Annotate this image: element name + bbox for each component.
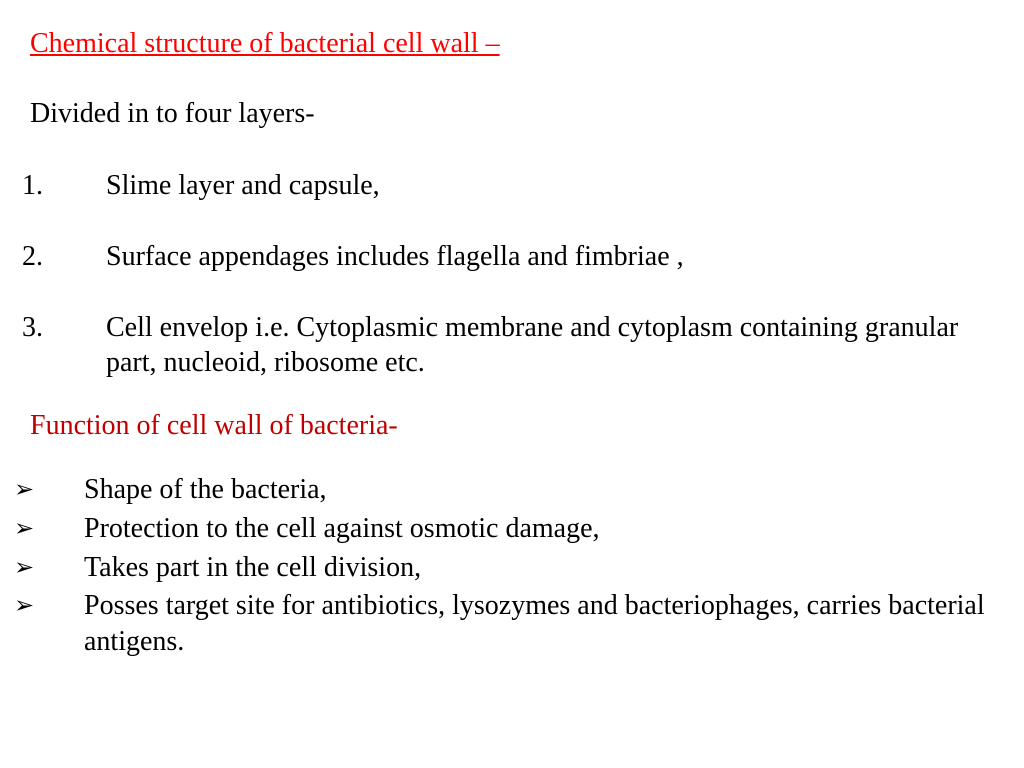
list-text: Slime layer and capsule, <box>106 170 380 201</box>
list-text: Posses target site for antibiotics, lyso… <box>84 590 985 657</box>
list-item: ➢Posses target site for antibiotics, lys… <box>30 588 994 660</box>
list-item: ➢Takes part in the cell division, <box>30 550 994 586</box>
list-text: Cell envelop i.e. Cytoplasmic membrane a… <box>106 312 958 378</box>
list-item: 3.Cell envelop i.e. Cytoplasmic membrane… <box>30 310 994 380</box>
list-item: ➢Protection to the cell against osmotic … <box>30 511 994 547</box>
slide: Chemical structure of bacterial cell wal… <box>0 0 1024 768</box>
list-item: ➢Shape of the bacteria, <box>30 472 994 508</box>
list-number: 2. <box>64 239 106 274</box>
list-item: 1.Slime layer and capsule, <box>30 168 994 203</box>
arrow-icon: ➢ <box>49 553 84 584</box>
list-text: Protection to the cell against osmotic d… <box>84 513 600 544</box>
arrow-icon: ➢ <box>49 514 84 545</box>
list-text: Shape of the bacteria, <box>84 474 327 505</box>
arrow-icon: ➢ <box>49 591 84 622</box>
list-text: Takes part in the cell division, <box>84 552 421 583</box>
subheading: Function of cell wall of bacteria- <box>30 410 994 442</box>
slide-title: Chemical structure of bacterial cell wal… <box>30 28 994 60</box>
numbered-list: 1.Slime layer and capsule, 2.Surface app… <box>30 168 994 380</box>
list-number: 1. <box>64 168 106 203</box>
arrow-icon: ➢ <box>49 475 84 506</box>
list-item: 2.Surface appendages includes flagella a… <box>30 239 994 274</box>
list-text: Surface appendages includes flagella and… <box>106 241 684 272</box>
list-number: 3. <box>64 310 106 345</box>
intro-text: Divided in to four layers- <box>30 98 994 130</box>
bullet-list: ➢Shape of the bacteria, ➢Protection to t… <box>30 472 994 660</box>
